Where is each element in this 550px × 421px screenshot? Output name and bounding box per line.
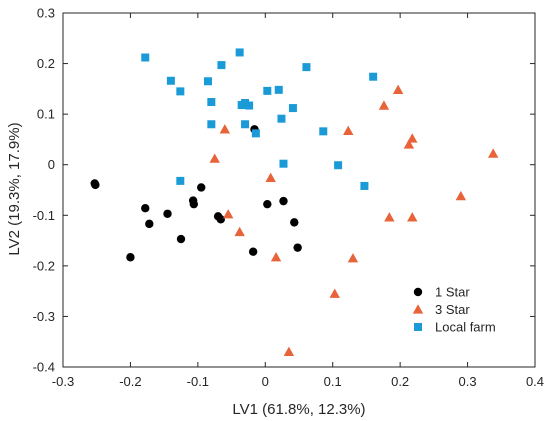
plot-area — [63, 13, 535, 367]
data-point — [384, 212, 395, 222]
data-point — [216, 215, 225, 224]
data-point — [487, 148, 499, 158]
y-tick-label: -0.2 — [33, 258, 55, 273]
y-tick-label: -0.3 — [33, 309, 55, 324]
data-point — [241, 99, 250, 108]
data-point — [203, 77, 212, 86]
x-tick-label: 0.3 — [459, 374, 477, 389]
data-point — [176, 87, 185, 96]
data-point — [407, 212, 418, 222]
data-point — [403, 139, 415, 149]
plot-frame — [62, 12, 536, 368]
data-point — [145, 219, 154, 229]
data-point — [302, 63, 311, 72]
data-point — [248, 247, 258, 256]
legend-marker — [413, 287, 423, 297]
series-3-star — [209, 84, 499, 356]
data-point — [176, 234, 186, 244]
x-tick-label: 0.2 — [391, 374, 409, 389]
y-tick-label: 0.1 — [37, 107, 55, 122]
data-point — [274, 85, 283, 94]
data-point — [91, 180, 100, 190]
data-point — [392, 84, 404, 95]
data-point — [293, 243, 302, 252]
data-point — [329, 288, 340, 298]
data-point — [290, 218, 299, 227]
legend-label: Local farm — [435, 320, 496, 335]
x-tick-label: 0 — [262, 374, 269, 389]
data-point — [176, 176, 185, 185]
data-point — [163, 209, 172, 218]
plot-background — [63, 13, 535, 367]
legend: 1 Star 3 Star Local farm — [412, 285, 496, 335]
y-tick-label: -0.4 — [33, 360, 55, 375]
data-point — [219, 124, 231, 134]
data-point — [209, 153, 220, 163]
y-tick-label: -0.1 — [33, 208, 55, 223]
axes-layer: -0.3 -0.2 -0.1 0 0.1 0.2 0.3 0.4-0.4-0.3-0.2-0.… — [33, 6, 544, 390]
data-point — [189, 199, 199, 209]
data-point — [241, 120, 250, 129]
y-tick-label: 0.3 — [37, 6, 55, 21]
data-point — [288, 104, 297, 113]
x-tick-label: -0.1 — [187, 374, 209, 389]
x-axis-label: LV1 (61.8%, 12.3%) — [232, 401, 365, 418]
data-point — [245, 101, 254, 110]
series-local-farm — [141, 48, 378, 190]
y-tick-label: 0.2 — [37, 56, 55, 71]
legend-label: 1 Star — [435, 285, 470, 300]
data-point — [279, 159, 288, 168]
data-point — [251, 129, 260, 138]
data-point — [126, 253, 135, 262]
data-point — [407, 133, 418, 143]
y-tick-label: 0 — [48, 157, 55, 172]
data-point — [378, 100, 390, 110]
data-point — [319, 127, 328, 136]
data-point — [360, 181, 369, 190]
data-point — [369, 72, 378, 81]
data-point — [265, 172, 276, 183]
data-point — [455, 190, 467, 201]
x-tick-label: 0.1 — [324, 374, 342, 389]
data-point — [197, 183, 206, 192]
legend-item-3-star: 3 Star — [412, 302, 470, 317]
data-point — [263, 199, 272, 209]
points-layer — [90, 48, 499, 356]
x-tick-label: -0.2 — [119, 374, 141, 389]
data-point — [207, 98, 216, 107]
legend-item-1-star: 1 Star — [413, 285, 470, 300]
legend-marker — [412, 304, 424, 314]
data-point — [279, 196, 288, 206]
data-point — [277, 114, 286, 123]
data-point — [283, 346, 295, 356]
data-point — [334, 161, 343, 170]
data-point — [263, 86, 272, 95]
data-point — [207, 120, 216, 129]
data-point — [347, 253, 359, 263]
data-point — [223, 209, 234, 219]
data-point — [141, 53, 150, 62]
x-tick-label: -0.3 — [52, 374, 74, 389]
data-point — [217, 61, 226, 70]
data-point — [166, 76, 175, 85]
legend-marker — [414, 323, 422, 331]
x-tick-label: 0.4 — [526, 374, 544, 389]
data-point — [141, 204, 150, 213]
data-point — [234, 226, 245, 237]
data-point — [235, 48, 244, 57]
y-axis-label: LV2 (19.3%, 17.9%) — [6, 122, 23, 255]
data-point — [343, 125, 354, 135]
data-point — [270, 252, 282, 262]
legend-label: 3 Star — [435, 302, 470, 317]
legend-item-local-farm: Local farm — [414, 320, 496, 335]
